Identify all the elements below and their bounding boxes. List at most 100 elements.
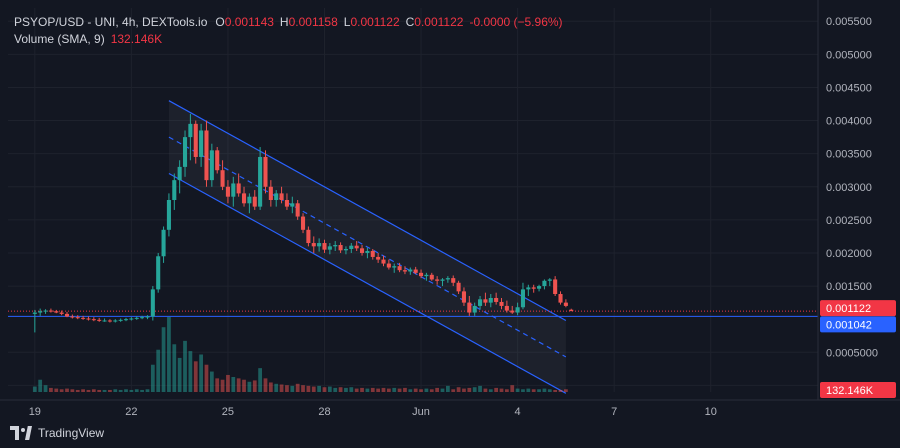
volume-bar <box>59 389 64 392</box>
volume-bar <box>97 389 102 392</box>
candle-body <box>531 287 536 289</box>
candle-body <box>370 250 375 257</box>
candle-body <box>472 305 477 313</box>
candle-body <box>317 243 322 247</box>
volume-bar <box>537 389 541 392</box>
volume-bar <box>118 389 123 392</box>
volume-bar <box>231 377 236 392</box>
time-tick-label: 7 <box>611 406 617 418</box>
volume-bar <box>301 385 305 392</box>
volume-bar <box>472 387 477 392</box>
candle-body <box>424 274 429 277</box>
volume-bar <box>419 389 423 392</box>
candle-body <box>268 186 273 200</box>
volume-bar <box>150 364 155 392</box>
volume-bar <box>488 389 493 392</box>
candle-body <box>526 287 531 290</box>
volume-bar <box>156 349 161 392</box>
open-key: O <box>215 15 225 29</box>
candle-body <box>300 216 306 230</box>
volume-bar <box>424 388 429 392</box>
candle-body <box>156 256 161 290</box>
candle-body <box>520 289 526 308</box>
candle-body <box>236 183 241 194</box>
volume-bar <box>274 383 279 392</box>
volume-bar <box>397 388 402 392</box>
candle-body <box>349 245 354 249</box>
candle-body <box>445 278 450 280</box>
volume-bar <box>435 387 440 392</box>
volume-bar <box>445 385 450 392</box>
candle-body <box>81 317 86 319</box>
volume-bar <box>49 387 53 392</box>
candle-body <box>193 123 198 157</box>
price-badges: 0.001122 0.001042 132.146K <box>820 300 896 398</box>
volume-bar <box>108 389 112 392</box>
volume-bar <box>161 327 166 392</box>
volume-bar <box>258 368 262 392</box>
time-tick-label: 22 <box>125 406 137 418</box>
candle-body <box>483 299 488 303</box>
price-axis[interactable]: 0.005500 0.005000 0.004500 0.004000 0.003500… <box>817 0 900 448</box>
candle-body <box>220 170 225 187</box>
price-tick-label: 0.003500 <box>826 149 872 161</box>
volume-bar <box>338 387 343 392</box>
candle-body <box>402 270 407 272</box>
volume-bar <box>145 389 150 392</box>
time-axis[interactable]: 19 22 25 28 Jun 4 7 10 <box>0 399 900 418</box>
volume-bar <box>392 387 397 392</box>
candle-body <box>419 272 424 277</box>
volume-bar <box>483 388 488 392</box>
volume-bar <box>172 344 177 392</box>
tradingview-logo[interactable]: TradingView <box>10 426 104 440</box>
candle-body <box>322 243 327 250</box>
candle-body <box>172 180 177 200</box>
candle-body <box>161 229 166 257</box>
candle-body <box>64 313 70 317</box>
volume-bar <box>177 357 182 392</box>
volume-indicator-label[interactable]: Volume (SMA, 9) <box>14 32 105 46</box>
volume-bar <box>226 374 230 392</box>
level-badge-bg <box>820 316 896 333</box>
tradingview-wordmark: TradingView <box>38 426 105 440</box>
volume-bar <box>510 385 515 392</box>
open-value: 0.001143 <box>224 15 274 29</box>
volume-bar <box>86 389 91 392</box>
candle-body <box>182 137 188 167</box>
candle-body <box>537 286 542 289</box>
candle-body <box>381 259 386 264</box>
volume-row: Volume (SMA, 9) 132.146K <box>14 31 569 48</box>
volume-bar <box>564 389 568 392</box>
volume-bars <box>32 317 568 392</box>
volume-bar <box>242 379 246 392</box>
time-tick-label: 28 <box>318 406 330 418</box>
volume-bar <box>413 388 418 392</box>
price-tick-label: 0.001500 <box>826 281 872 293</box>
candle-body <box>177 166 182 181</box>
volume-bar <box>113 389 118 392</box>
candle-body <box>215 150 220 171</box>
candle-body <box>504 305 509 311</box>
volume-bar <box>365 388 370 392</box>
candle-body <box>510 310 515 313</box>
volume-bar <box>499 388 504 392</box>
price-tick-label: 0.004000 <box>826 116 872 128</box>
volume-bar <box>215 378 220 392</box>
time-tick-label: 4 <box>515 406 521 418</box>
candle-body <box>113 320 118 322</box>
candle-body <box>499 301 504 306</box>
candle-body <box>295 203 300 217</box>
descending-channel[interactable] <box>168 100 567 394</box>
last-price-badge-bg <box>820 300 896 317</box>
volume-bar <box>199 354 203 392</box>
price-tick-label: 0.0005000 <box>826 347 878 359</box>
candle-body <box>38 311 43 313</box>
volume-bar <box>429 389 434 392</box>
candle-body <box>32 312 37 314</box>
symbol-title[interactable]: PSYOP/USD - UNI, 4h, DEXTools.io <box>14 15 208 29</box>
candle-body <box>360 248 365 253</box>
candle-body <box>225 186 230 197</box>
candle-body <box>429 274 434 280</box>
volume-bar <box>220 379 225 392</box>
